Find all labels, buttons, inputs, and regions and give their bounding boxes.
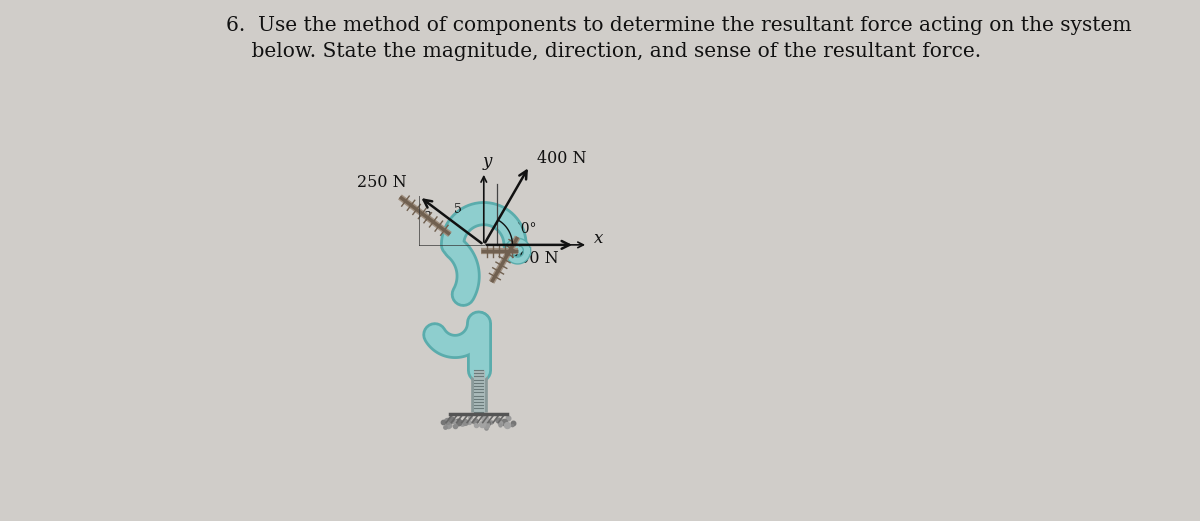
Text: y: y xyxy=(482,153,492,170)
Text: 250 N: 250 N xyxy=(356,174,406,191)
Text: 3: 3 xyxy=(425,210,432,224)
Text: x: x xyxy=(594,230,604,247)
Text: 4: 4 xyxy=(448,244,456,257)
Text: 6.  Use the method of components to determine the resultant force acting on the : 6. Use the method of components to deter… xyxy=(226,16,1132,61)
Text: 400 N: 400 N xyxy=(538,150,587,167)
Text: 5: 5 xyxy=(454,203,462,216)
Text: 300 N: 300 N xyxy=(509,250,559,267)
Text: 30°: 30° xyxy=(512,222,536,236)
